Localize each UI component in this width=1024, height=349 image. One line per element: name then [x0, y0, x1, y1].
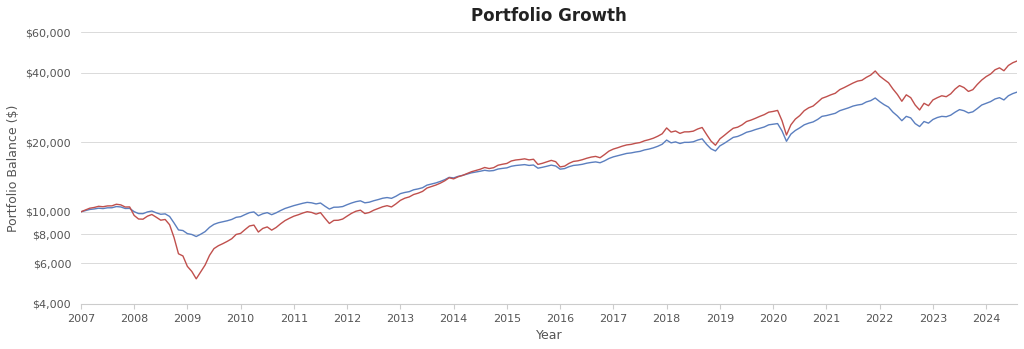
X-axis label: Year: Year	[536, 329, 562, 342]
Title: Portfolio Growth: Portfolio Growth	[471, 7, 627, 25]
Y-axis label: Portfolio Balance ($): Portfolio Balance ($)	[7, 104, 19, 232]
